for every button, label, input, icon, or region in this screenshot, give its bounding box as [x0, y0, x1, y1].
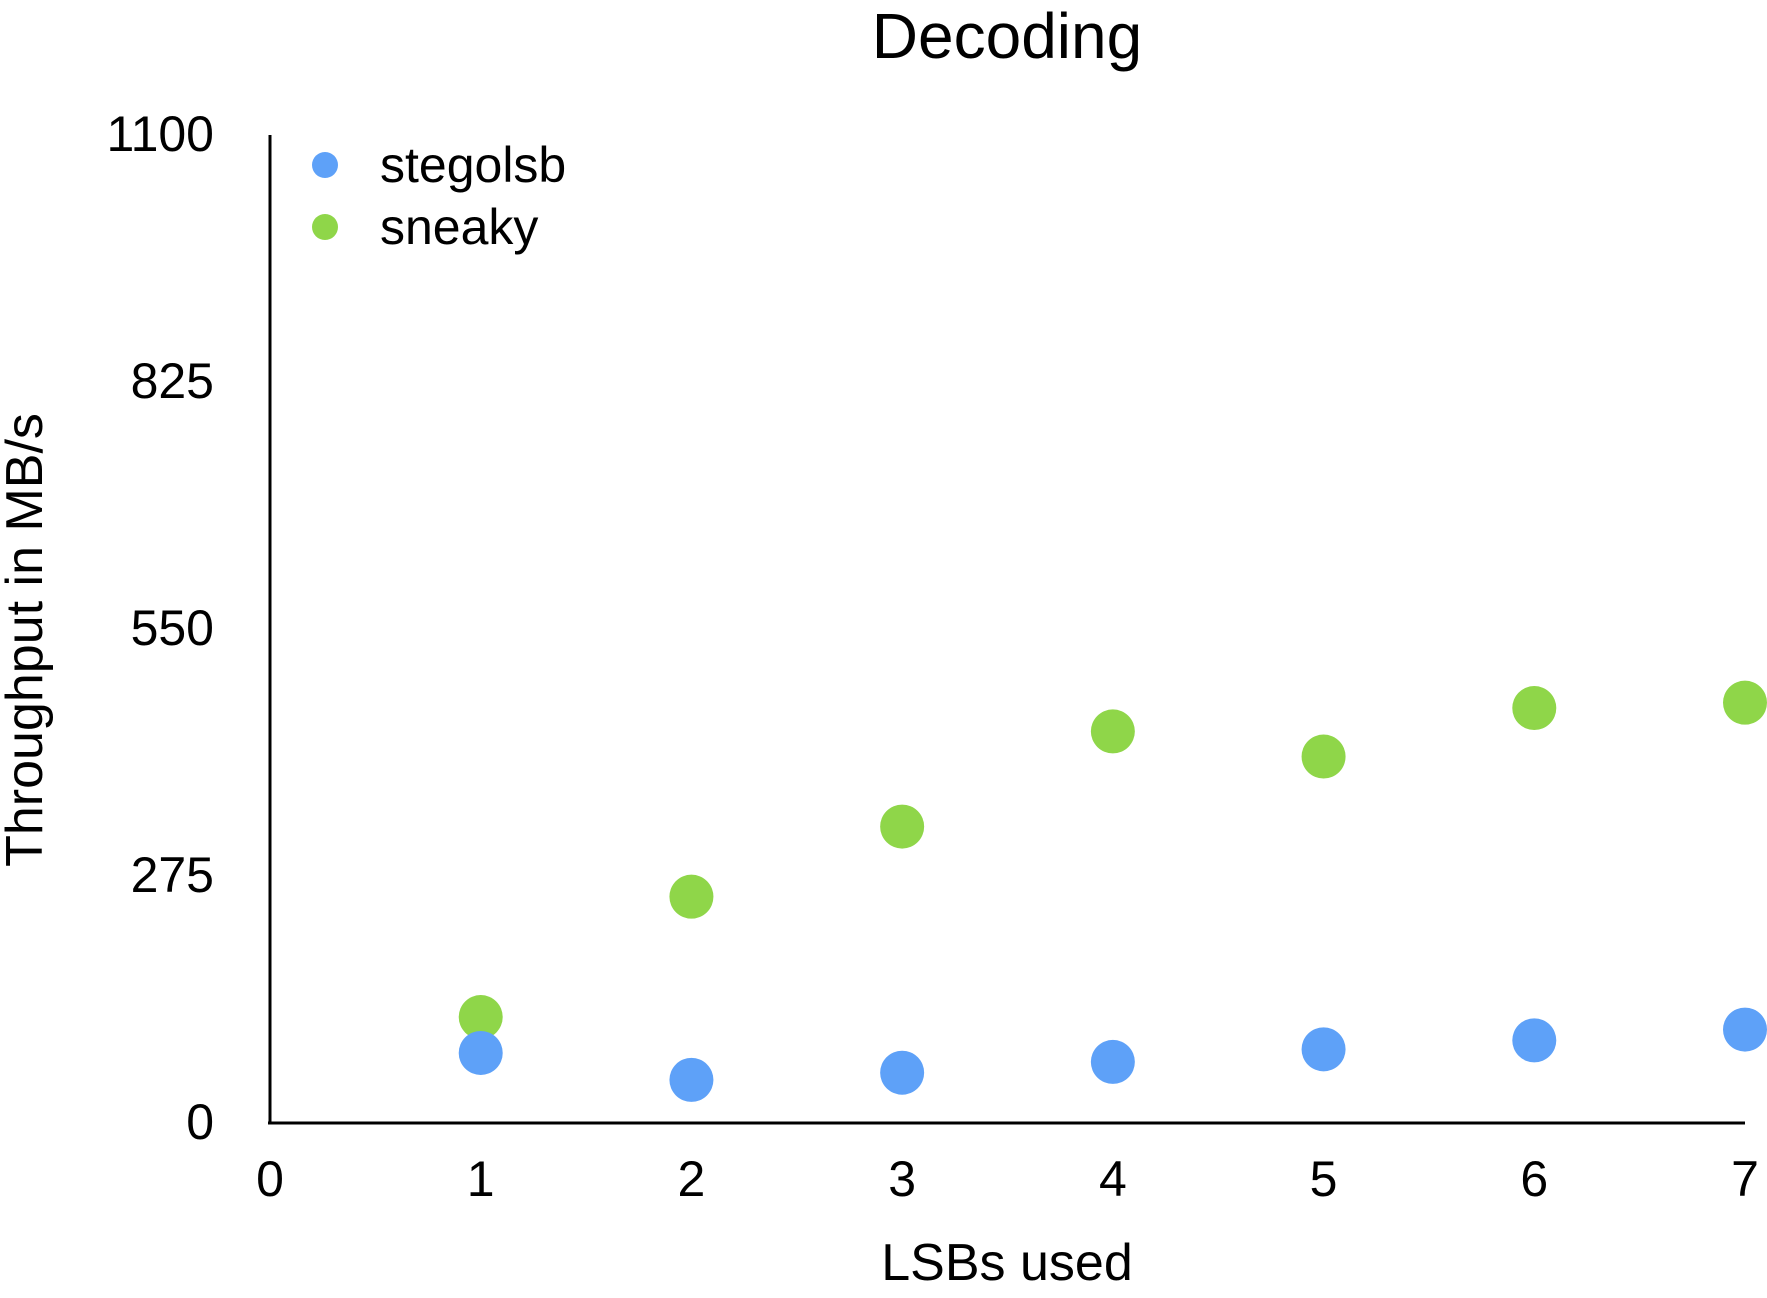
data-point-sneaky — [1090, 709, 1135, 754]
data-points — [458, 680, 1767, 1102]
data-point-sneaky — [1723, 680, 1767, 725]
y-tick-label: 825 — [131, 353, 214, 409]
data-point-sneaky — [880, 804, 925, 849]
x-tick-labels: 0 1 2 3 4 5 6 7 — [256, 1151, 1759, 1207]
x-axis-label: LSBs used — [881, 1234, 1133, 1292]
data-point-stegolsb — [1512, 1018, 1557, 1063]
y-tick-label: 0 — [186, 1094, 214, 1150]
legend-marker-sneaky — [312, 214, 338, 240]
legend-label-stegolsb: stegolsb — [380, 137, 566, 193]
y-tick-label: 1100 — [106, 106, 214, 162]
y-axis-label: Throughput in MB/s — [0, 413, 54, 867]
data-point-stegolsb — [458, 1030, 503, 1075]
x-tick-label: 2 — [678, 1151, 706, 1207]
x-tick-label: 0 — [256, 1151, 284, 1207]
data-point-sneaky — [1512, 686, 1557, 731]
x-tick-label: 7 — [1731, 1151, 1759, 1207]
data-point-stegolsb — [1301, 1027, 1346, 1072]
data-point-sneaky — [458, 995, 503, 1040]
x-tick-label: 3 — [888, 1151, 916, 1207]
data-point-sneaky — [1301, 734, 1346, 779]
x-tick-label: 4 — [1099, 1151, 1127, 1207]
data-point-stegolsb — [880, 1050, 925, 1095]
x-tick-label: 5 — [1310, 1151, 1338, 1207]
legend-label-sneaky: sneaky — [380, 199, 538, 255]
x-tick-label: 1 — [467, 1151, 495, 1207]
y-tick-label: 550 — [131, 600, 214, 656]
data-point-stegolsb — [669, 1057, 714, 1102]
data-point-stegolsb — [1723, 1007, 1767, 1052]
legend-marker-stegolsb — [312, 152, 338, 178]
x-tick-label: 6 — [1520, 1151, 1548, 1207]
chart-title: Decoding — [872, 0, 1142, 72]
y-tick-labels: 0 275 550 825 1100 — [106, 106, 214, 1150]
y-tick-label: 275 — [131, 847, 214, 903]
legend: stegolsb sneaky — [312, 137, 566, 255]
data-point-sneaky — [669, 874, 714, 919]
data-point-stegolsb — [1090, 1039, 1135, 1084]
